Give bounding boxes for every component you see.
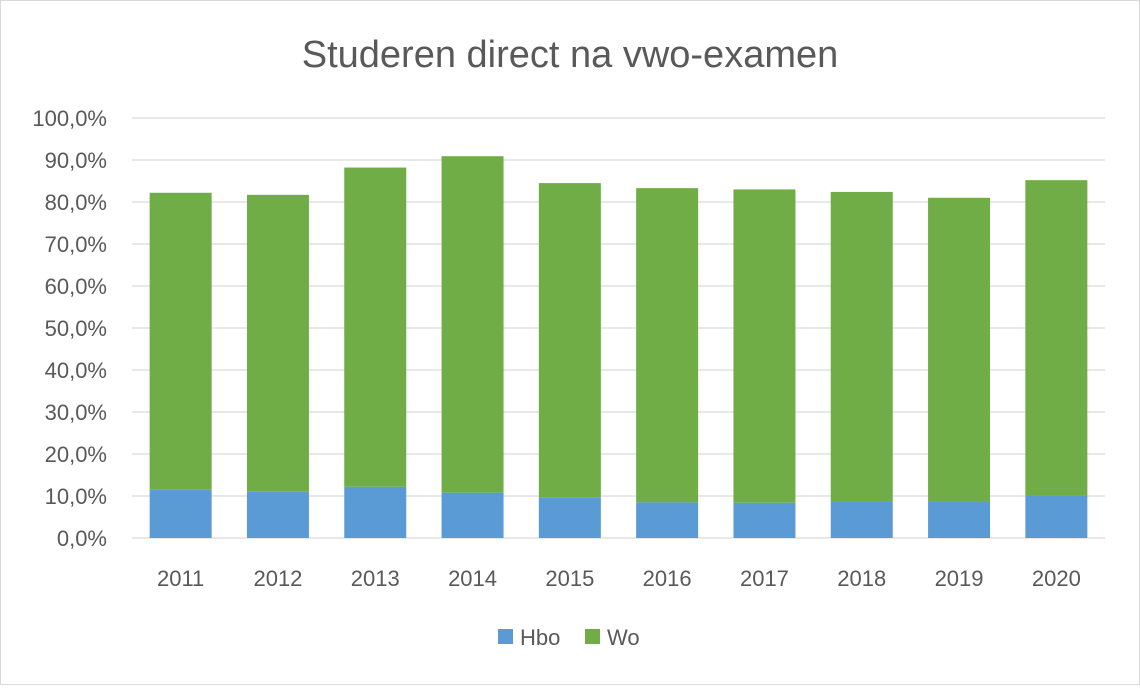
bar-wo-2016 <box>636 188 699 503</box>
x-tick-label: 2016 <box>643 566 692 591</box>
bar-wo-2014 <box>441 156 504 493</box>
x-tick-label: 2020 <box>1032 566 1081 591</box>
x-tick-label: 2011 <box>157 566 204 591</box>
y-tick-label: 90,0% <box>45 148 107 173</box>
bar-wo-2018 <box>830 191 893 502</box>
legend-label: Wo <box>607 625 640 650</box>
bar-wo-2020 <box>1025 180 1088 496</box>
y-tick-label: 20,0% <box>45 442 107 467</box>
y-tick-label: 10,0% <box>45 484 107 509</box>
y-axis-ticks: 0,0% 10,0% 20,0% 30,0% 40,0% 50,0% 60,0% 70,0% 8… <box>32 106 107 551</box>
y-tick-label: 0,0% <box>57 526 107 551</box>
bar-hbo-2017 <box>733 502 796 538</box>
bars <box>149 156 1088 538</box>
bar-hbo-2019 <box>928 501 991 538</box>
x-tick-label: 2017 <box>740 566 789 591</box>
x-tick-label: 2013 <box>351 566 400 591</box>
bar-hbo-2015 <box>538 497 601 538</box>
x-tick-label: 2015 <box>545 566 594 591</box>
x-tick-label: 2019 <box>935 566 984 591</box>
legend-swatch <box>498 629 513 644</box>
bar-hbo-2014 <box>441 492 504 538</box>
legend: Hbo Wo <box>498 625 640 650</box>
bar-wo-2017 <box>733 189 796 503</box>
legend-label: Hbo <box>520 625 560 650</box>
y-tick-label: 70,0% <box>45 232 107 257</box>
bar-wo-2013 <box>344 167 407 487</box>
bar-hbo-2011 <box>149 489 212 538</box>
bar-wo-2019 <box>928 197 991 502</box>
bar-wo-2011 <box>149 192 212 490</box>
y-tick-label: 40,0% <box>45 358 107 383</box>
y-tick-label: 100,0% <box>32 106 107 131</box>
x-tick-label: 2018 <box>837 566 886 591</box>
y-tick-label: 30,0% <box>45 400 107 425</box>
legend-swatch <box>585 629 600 644</box>
y-tick-label: 60,0% <box>45 274 107 299</box>
bar-hbo-2020 <box>1025 495 1088 538</box>
bar-hbo-2016 <box>636 502 699 538</box>
x-tick-label: 2014 <box>448 566 497 591</box>
chart-title: Studeren direct na vwo-examen <box>302 34 839 76</box>
bar-hbo-2018 <box>830 501 893 538</box>
bar-wo-2015 <box>538 183 601 498</box>
x-tick-label: 2012 <box>253 566 302 591</box>
bar-wo-2012 <box>246 194 309 492</box>
x-axis-ticks: 2011 2012 2013 2014 2015 2016 2017 2018 2019 2020 <box>157 566 1081 591</box>
y-tick-label: 80,0% <box>45 190 107 215</box>
bar-hbo-2012 <box>246 491 309 538</box>
bar-hbo-2013 <box>344 486 407 538</box>
y-tick-label: 50,0% <box>45 316 107 341</box>
